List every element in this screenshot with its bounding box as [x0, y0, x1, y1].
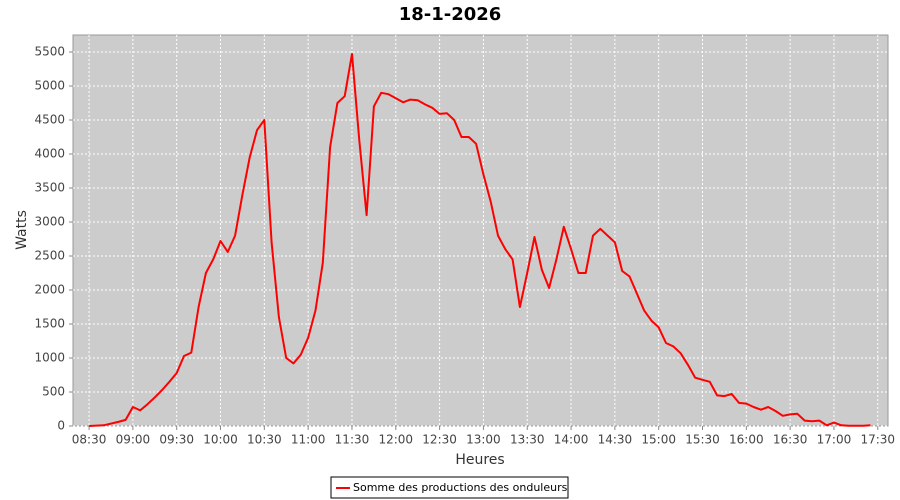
- x-tick-label: 08:30: [72, 433, 107, 447]
- x-tick-label: 13:30: [510, 433, 545, 447]
- legend: [330, 476, 569, 499]
- y-tick-label: 0: [57, 419, 65, 433]
- y-tick-label: 500: [42, 385, 65, 399]
- x-tick-label: 16:00: [729, 433, 764, 447]
- plot-area: [72, 34, 889, 427]
- y-tick-label: 2000: [34, 283, 65, 297]
- x-tick-label: 17:00: [817, 433, 852, 447]
- x-tick-label: 15:00: [641, 433, 676, 447]
- x-tick-label: 09:30: [159, 433, 194, 447]
- x-axis-label: Heures: [455, 452, 504, 468]
- x-tick-label: 09:00: [116, 433, 151, 447]
- x-tick-label: 17:30: [860, 433, 895, 447]
- y-tick-label: 5000: [34, 79, 65, 93]
- y-axis-label: Watts: [14, 210, 30, 250]
- y-tick-label: 4000: [34, 147, 65, 161]
- x-tick-label: 10:00: [203, 433, 238, 447]
- y-tick-label: 1500: [34, 317, 65, 331]
- legend-label: Somme des productions des onduleurs: [353, 481, 568, 494]
- y-tick-label: 3000: [34, 215, 65, 229]
- y-tick-label: 1000: [34, 351, 65, 365]
- y-tick-label: 3500: [34, 181, 65, 195]
- x-tick-label: 10:30: [247, 433, 282, 447]
- x-tick-label: 15:30: [685, 433, 720, 447]
- x-tick-label: 16:30: [773, 433, 808, 447]
- x-tick-label: 12:00: [378, 433, 413, 447]
- chart-title: 18-1-2026: [399, 4, 502, 25]
- x-tick-label: 14:00: [554, 433, 589, 447]
- y-tick-label: 2500: [34, 249, 65, 263]
- x-tick-label: 12:30: [422, 433, 457, 447]
- x-tick-label: 14:30: [598, 433, 633, 447]
- y-tick-label: 5500: [34, 45, 65, 59]
- y-tick-label: 4500: [34, 113, 65, 127]
- x-tick-label: 11:30: [335, 433, 370, 447]
- x-tick-label: 11:00: [291, 433, 326, 447]
- data-line: [89, 53, 871, 427]
- x-tick-label: 13:00: [466, 433, 501, 447]
